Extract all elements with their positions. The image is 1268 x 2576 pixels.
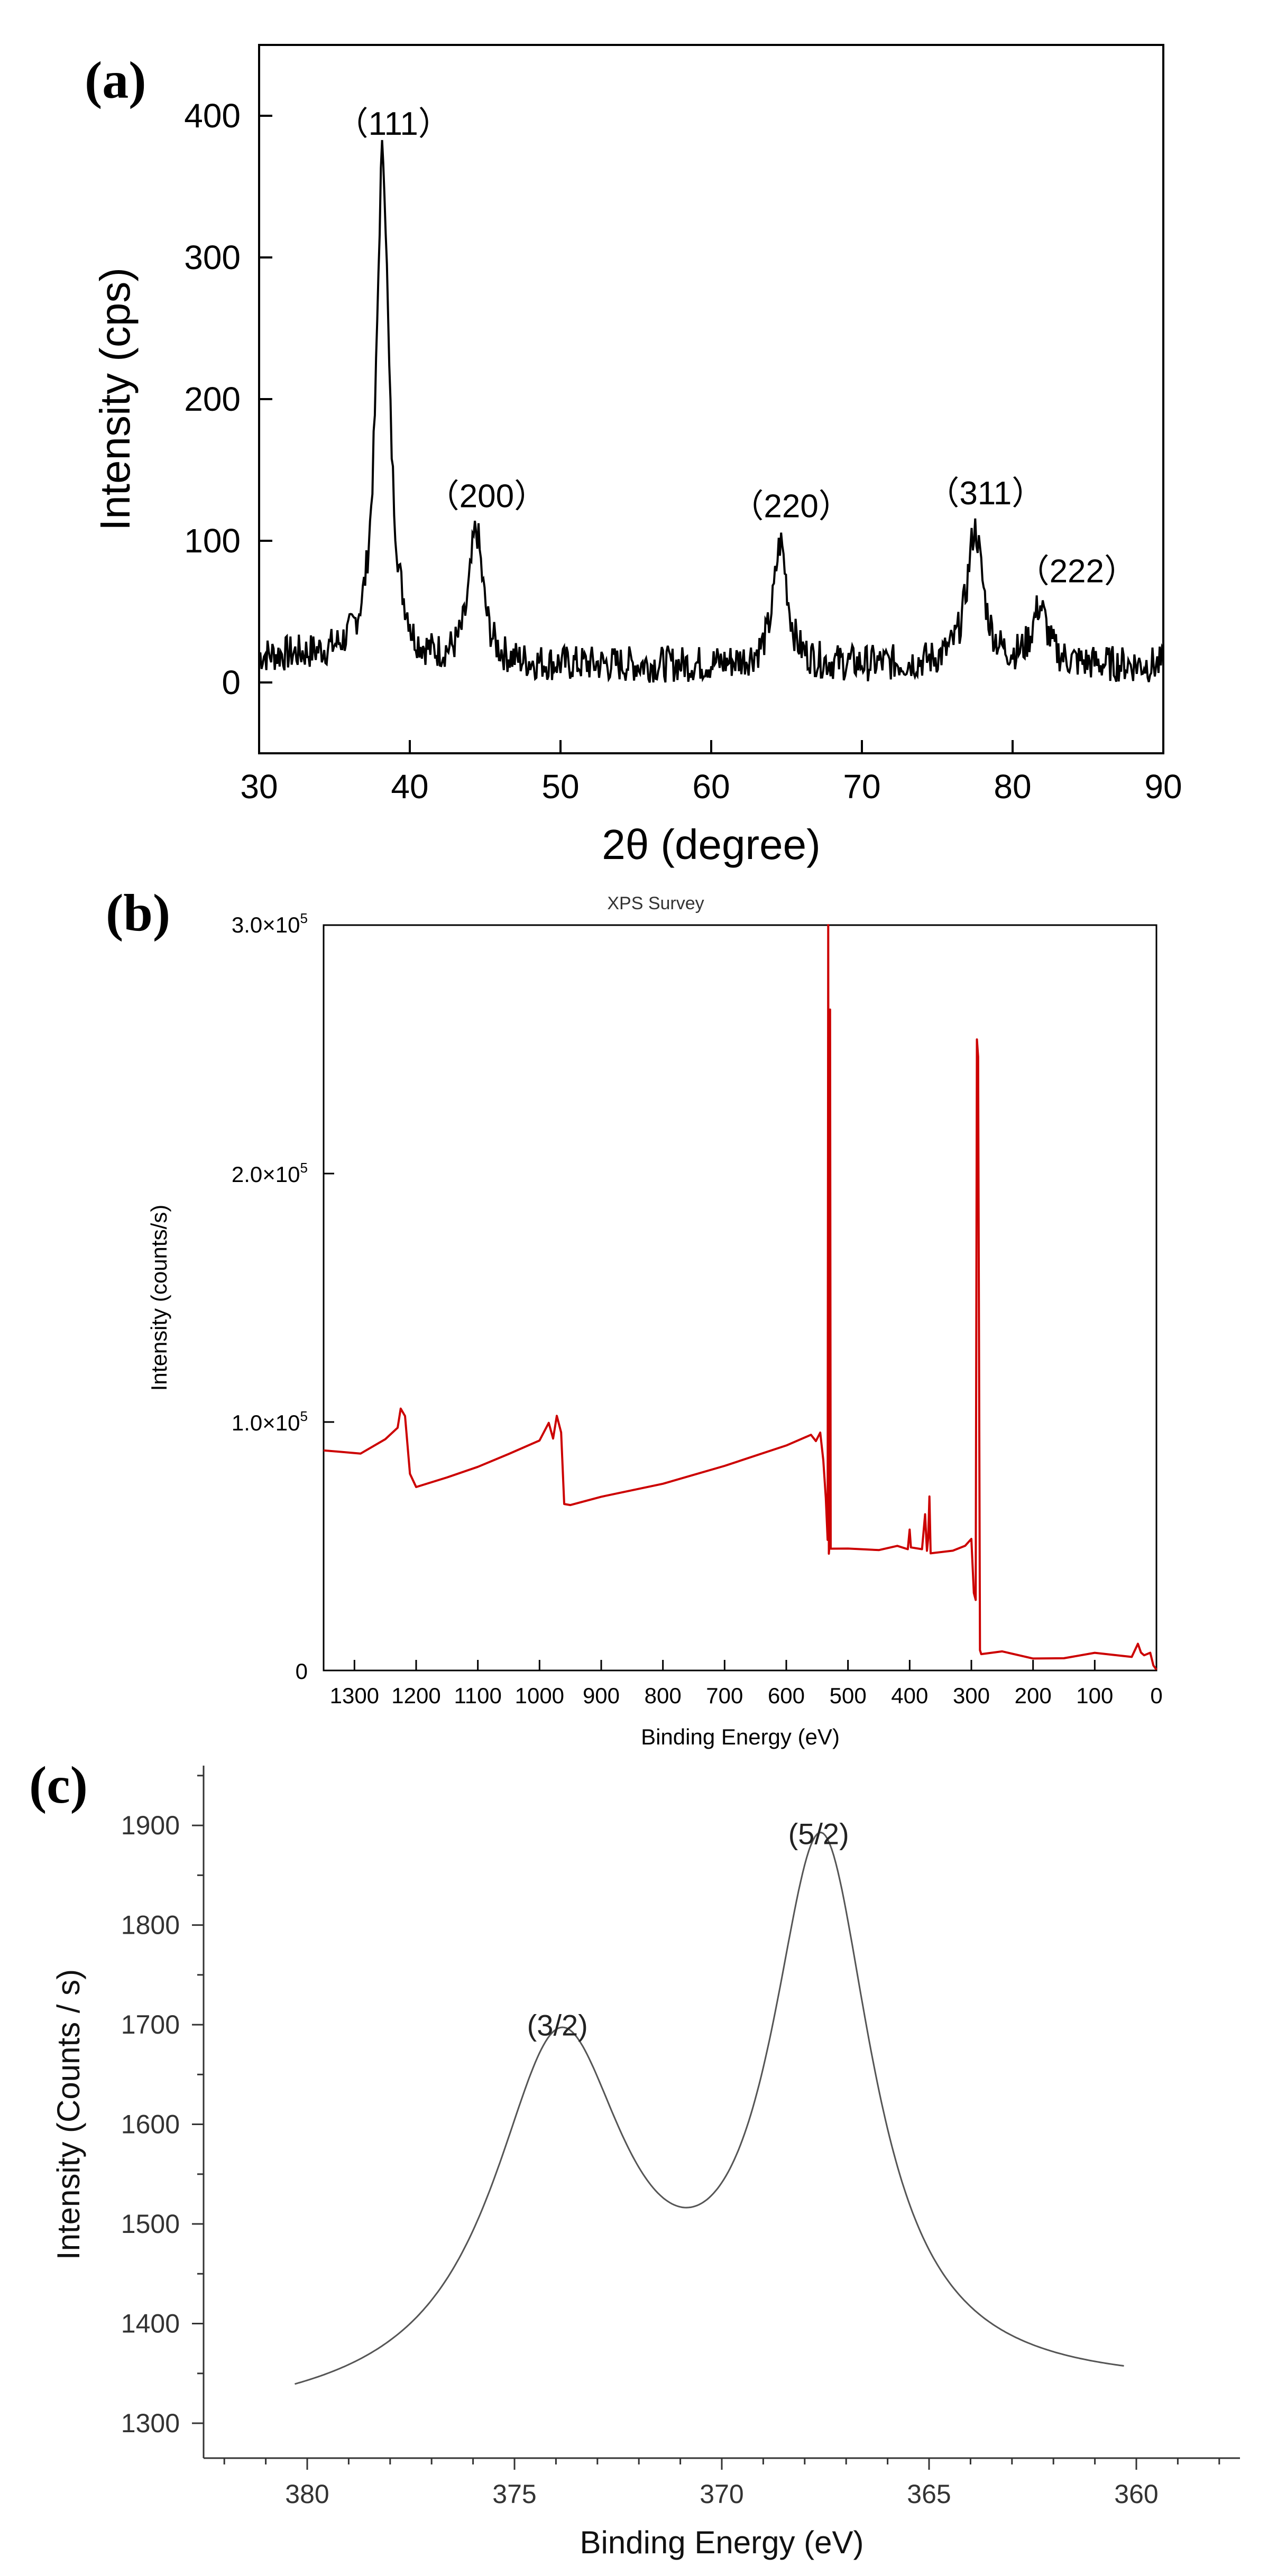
- yticks-c: 1300 1400 1500 1600 1700 1800 1900: [121, 1775, 204, 2438]
- y-tick-label-c: 1300: [121, 2408, 180, 2438]
- y-tick-label-b: 0: [296, 1659, 308, 1684]
- x-tick-label-b: 0: [1150, 1683, 1162, 1708]
- peak-label-c: (5/2): [788, 1817, 849, 1850]
- y-tick-label-a: 200: [184, 380, 241, 418]
- x-tick-label-a: 70: [843, 768, 880, 806]
- xrd-series-line: [258, 140, 1164, 683]
- y-tick-label-c: 1400: [121, 2309, 180, 2339]
- y-tick-base-b: 1.0×10: [232, 1410, 300, 1435]
- y-tick-base-b: 3.0×10: [232, 912, 300, 937]
- x-tick-label-c: 375: [492, 2479, 536, 2509]
- y-tick-label-c: 1500: [121, 2209, 180, 2239]
- peak-label-a: （311）: [926, 475, 1044, 512]
- y-tick-label-c: 1800: [121, 1910, 180, 1940]
- peak-labels-c: (3/2) (5/2): [527, 1817, 849, 2042]
- x-tick-label-b: 200: [1015, 1683, 1052, 1708]
- y-tick-exp-b: 5: [300, 1408, 308, 1424]
- y-tick-label-c: 1900: [121, 1811, 180, 1840]
- x-tick-label-b: 100: [1076, 1683, 1113, 1708]
- panel-label-b: (b): [106, 883, 170, 942]
- x-tick-label-a: 60: [692, 768, 730, 806]
- y-tick-label-b: 1.0×105: [232, 1408, 308, 1435]
- panel-label-c: (c): [29, 1756, 88, 1814]
- x-axis-label-c: Binding Energy (eV): [580, 2525, 864, 2560]
- x-tick-label-c: 380: [285, 2479, 329, 2509]
- x-tick-label-a: 40: [391, 768, 428, 806]
- x-tick-label-b: 900: [583, 1683, 620, 1708]
- y-tick-exp-b: 5: [300, 1160, 308, 1176]
- peak-label-c: (3/2): [527, 2008, 588, 2042]
- x-axis-label-b: Binding Energy (eV): [641, 1724, 840, 1749]
- x-tick-label-b: 700: [706, 1683, 743, 1708]
- core-level-line: [295, 1831, 1124, 2385]
- x-tick-label-b: 1100: [454, 1683, 502, 1708]
- peak-labels-a: （111） （200） （220） （311） （222）: [336, 106, 1137, 590]
- plot-frame-b: [323, 924, 1157, 1672]
- x-tick-label-b: 1300: [330, 1683, 379, 1708]
- y-tick-label-b: 3.0×105: [232, 910, 308, 937]
- xticks-a: 30 40 50 60 70 80 90: [240, 740, 1182, 806]
- x-tick-label-c: 360: [1114, 2479, 1158, 2509]
- x-tick-label-a: 50: [541, 768, 579, 806]
- x-tick-label-c: 365: [907, 2479, 951, 2509]
- y-tick-base-b: 2.0×10: [232, 1162, 300, 1187]
- y-tick-label-a: 400: [184, 97, 241, 135]
- xps-survey-line: [323, 924, 1157, 1670]
- y-axis-label-c: Intensity (Counts / s): [51, 1969, 86, 2260]
- peak-label-a: （111）: [336, 106, 451, 142]
- y-tick-label-c: 1700: [121, 2010, 180, 2039]
- panel-b: (b) XPS Survey 1300 1200 1100 1000 900 800 700…: [106, 883, 1163, 1749]
- x-axis-label-a: 2θ (degree): [602, 821, 821, 868]
- x-tick-label-a: 80: [994, 768, 1031, 806]
- peak-label-a: （222）: [1017, 553, 1137, 590]
- yticks-a: 0 100 200 300 400: [184, 97, 272, 701]
- panel-c: (c) 380 375 370 365 360 1300 1400 1500 1600 1700…: [29, 1756, 1240, 2560]
- y-axis-label-b: Intensity (counts/s): [146, 1205, 171, 1391]
- x-tick-label-a: 30: [240, 768, 278, 806]
- x-tick-label-b: 500: [830, 1683, 867, 1708]
- x-tick-label-a: 90: [1144, 768, 1182, 806]
- chart-title-b: XPS Survey: [607, 893, 704, 913]
- x-tick-label-b: 300: [953, 1683, 990, 1708]
- xticks-b: 1300 1200 1100 1000 900 800 700 600 500 400 300 200…: [330, 1660, 1163, 1708]
- x-tick-label-b: 1000: [515, 1683, 564, 1708]
- y-tick-base-b: 0: [296, 1659, 308, 1684]
- x-tick-label-b: 800: [645, 1683, 682, 1708]
- y-tick-label-a: 100: [184, 522, 241, 560]
- x-tick-label-b: 400: [891, 1683, 928, 1708]
- panel-label-a: (a): [85, 51, 146, 109]
- y-tick-label-b: 2.0×105: [232, 1160, 308, 1187]
- x-tick-label-b: 600: [768, 1683, 805, 1708]
- peak-label-a: （220）: [731, 488, 851, 524]
- y-tick-label-a: 300: [184, 238, 241, 276]
- y-tick-label-a: 0: [222, 663, 241, 701]
- xticks-c: 380 375 370 365 360: [223, 2458, 1220, 2509]
- y-axis-label-a: Intensity (cps): [91, 267, 139, 531]
- y-tick-exp-b: 5: [300, 910, 308, 926]
- peak-label-a: （200）: [427, 478, 547, 515]
- x-tick-label-b: 1200: [391, 1683, 440, 1708]
- x-tick-label-c: 370: [700, 2479, 743, 2509]
- panel-a: (a) 30 40 50 60 70 80 90 0 100 200 300 400 （111） （2…: [85, 44, 1182, 868]
- y-tick-label-c: 1600: [121, 2110, 180, 2139]
